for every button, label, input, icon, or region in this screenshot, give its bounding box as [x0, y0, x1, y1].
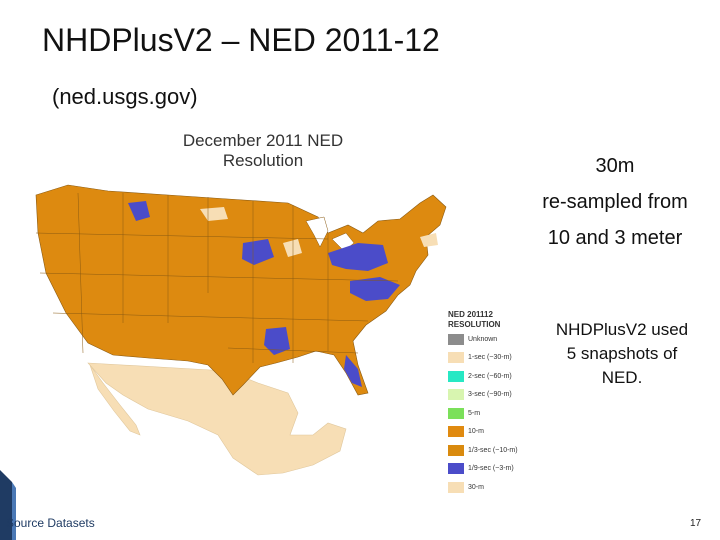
note-line: NED.	[601, 368, 643, 387]
legend-swatch	[448, 444, 464, 456]
light-patch-northeast	[420, 233, 438, 247]
mexico-region	[87, 362, 347, 476]
slide-title: NHDPlusV2 – NED 2011-12	[42, 22, 440, 58]
baja-peninsula	[89, 364, 141, 436]
note-line: 30m	[595, 155, 635, 177]
three-meter-area-northwest	[128, 201, 150, 221]
three-meter-area-la	[264, 327, 290, 355]
map-title-line1: December 2011 NED	[182, 131, 344, 150]
legend-item: 10-m	[448, 423, 543, 442]
three-meter-area-ohio	[328, 243, 388, 271]
legend-label: 10-m	[468, 428, 484, 436]
legend-swatch	[448, 333, 464, 345]
legend-item: 1/9-sec (~3-m)	[448, 460, 543, 479]
legend-item: 1-sec (~30-m)	[448, 349, 543, 368]
legend-label: Unknown	[468, 335, 498, 343]
legend-label: 5-m	[468, 409, 481, 417]
legend-swatch	[448, 370, 464, 382]
light-patch-ohio-valley	[283, 239, 302, 257]
legend-swatch	[448, 481, 464, 493]
three-meter-area-nc	[350, 277, 400, 301]
legend-swatch	[448, 407, 464, 419]
footer-label: Source Datasets	[6, 516, 95, 530]
legend-item: 5-m	[448, 404, 543, 423]
slide-subtitle: (ned.usgs.gov)	[52, 84, 198, 109]
legend-label: 1-sec (~30-m)	[468, 354, 512, 362]
ned-resolution-map: December 2011 NED Resolution	[28, 125, 458, 490]
light-patch-northplains	[200, 207, 228, 221]
legend-swatch	[448, 352, 464, 364]
legend-swatch	[448, 389, 464, 401]
three-meter-area-florida	[344, 355, 362, 387]
state-borders	[35, 192, 399, 363]
snapshots-note: NHDPlusV2 used 5 snapshots of NED.	[538, 318, 706, 390]
legend-label: 2-sec (~60-m)	[468, 372, 512, 380]
legend-item: 30-m	[448, 478, 543, 497]
legend-heading-2: RESOLUTION	[448, 320, 501, 329]
us-mexico-map	[35, 184, 447, 476]
note-line: 10 and 3 meter	[547, 227, 683, 249]
legend-item: 1/3-sec (~10-m)	[448, 441, 543, 460]
map-title-line2: Resolution	[222, 151, 304, 170]
three-meter-area-iowa	[242, 239, 274, 265]
legend-item: 2-sec (~60-m)	[448, 367, 543, 386]
legend-item: Unknown	[448, 330, 543, 349]
legend-label: 30-m	[468, 483, 484, 491]
legend-item: 3-sec (~90-m)	[448, 386, 543, 405]
map-legend: NED 201112 RESOLUTION Unknown 1-sec (~30…	[448, 310, 543, 497]
legend-label: 1/3-sec (~10-m)	[468, 446, 518, 454]
resampling-note: 30m re-sampled from 10 and 3 meter	[520, 148, 710, 256]
legend-label: 3-sec (~90-m)	[468, 391, 512, 399]
page-number: 17	[690, 518, 702, 529]
legend-swatch	[448, 463, 464, 475]
note-line: 5 snapshots of	[566, 344, 678, 363]
legend-swatch	[448, 426, 464, 438]
footer-accent-bar	[0, 470, 16, 540]
note-line: re-sampled from	[542, 191, 688, 213]
note-line: NHDPlusV2 used	[555, 320, 689, 339]
legend-label: 1/9-sec (~3-m)	[468, 465, 514, 473]
legend-heading-1: NED 201112	[448, 310, 493, 319]
map-title: December 2011 NED Resolution	[163, 131, 363, 171]
